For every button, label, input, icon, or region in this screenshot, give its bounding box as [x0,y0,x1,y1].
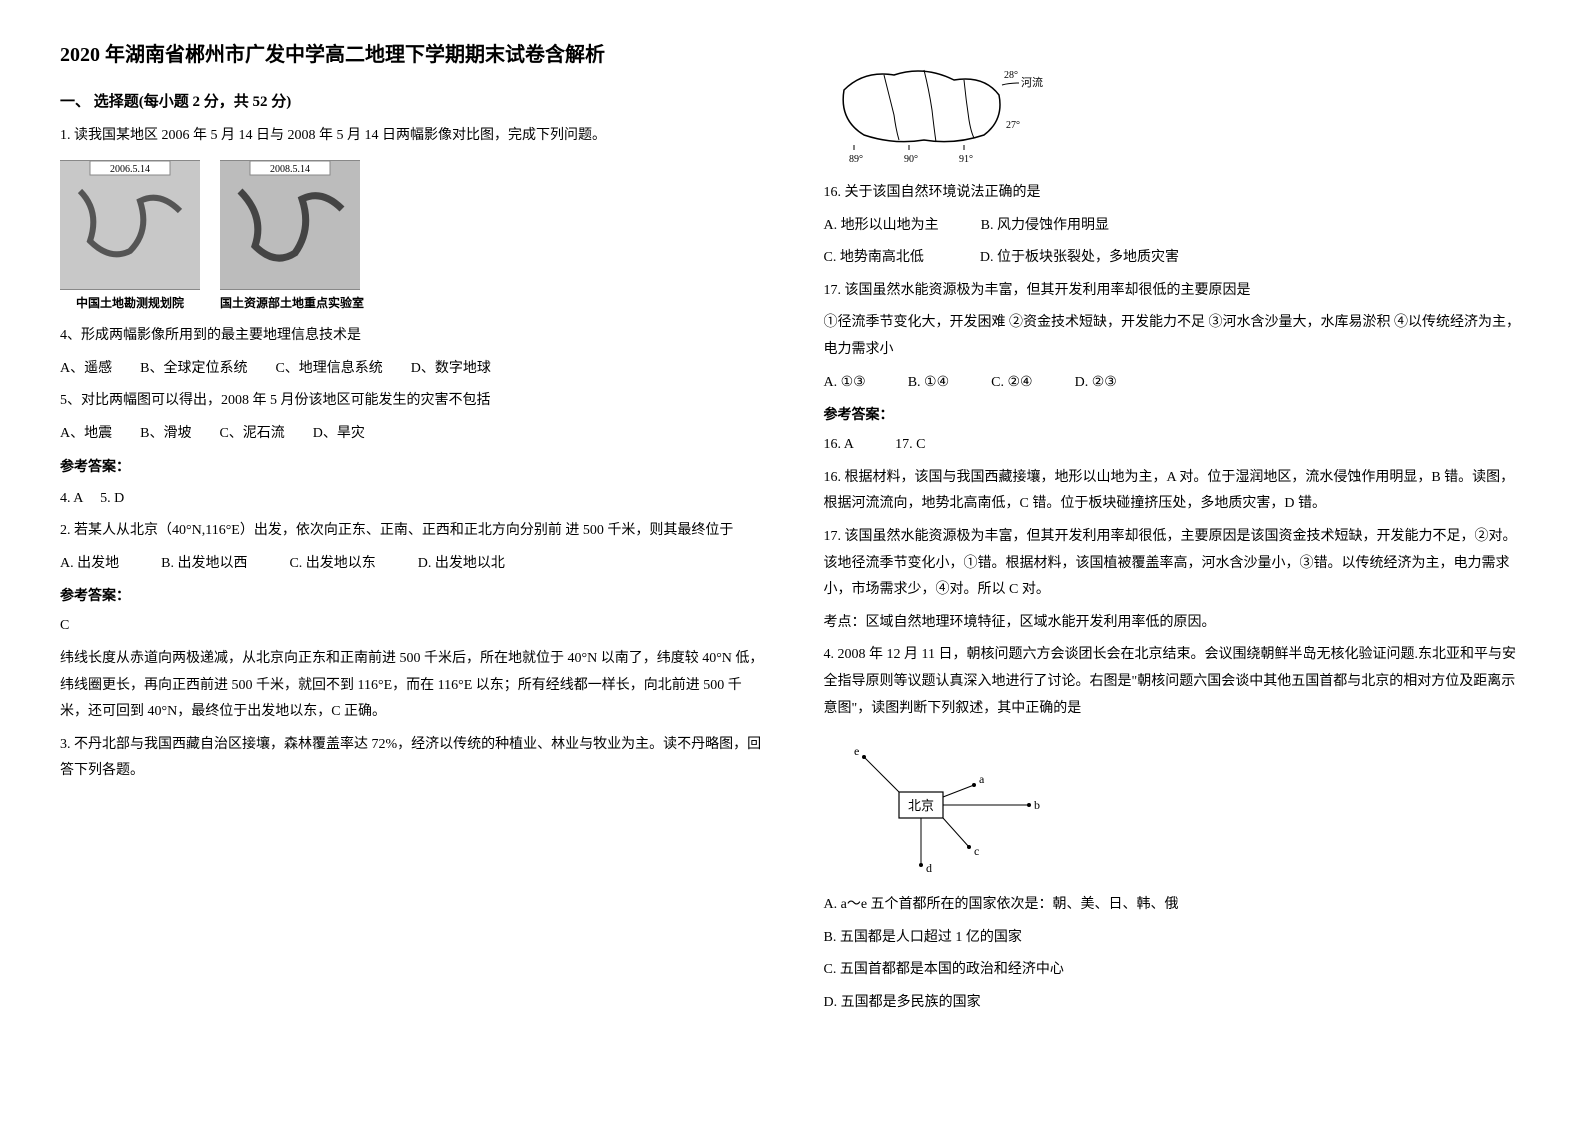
label-d: d [926,861,932,875]
q1-intro: 1. 读我国某地区 2006 年 5 月 14 日与 2008 年 5 月 14… [60,123,764,148]
q1-figure-2: 2008.5.14 [220,160,360,290]
q1-sub4-options: A、遥感 B、全球定位系统 C、地理信息系统 D、数字地球 [60,356,764,383]
map-lat28: 28° [1004,70,1018,81]
q1-fig1-caption: 中国土地勘测规划院 [60,294,200,311]
q3-exp16: 16. 根据材料，该国与我国西藏接壤，地形以山地为主，A 对。位于湿润地区，流水… [824,465,1528,518]
q2-answer-letter: C [60,613,764,640]
q4-sketch: 北京 e a b c d [844,737,1044,877]
q17-text: 17. 该国虽然水能资源极为丰富，但其开发利用率却很低的主要原因是 [824,278,1528,305]
map-lat27: 27° [1006,120,1020,131]
satellite-image-icon: 2008.5.14 [220,161,360,289]
q1-figure-1: 2006.5.14 [60,160,200,290]
q1-fig2-caption: 国土资源部土地重点实验室 [220,294,364,311]
section-heading: 一、 选择题(每小题 2 分，共 52 分) [60,90,764,111]
q3-intro: 3. 不丹北部与我国西藏自治区接壤，森林覆盖率达 72%，经济以传统的种植业、林… [60,732,764,785]
q4-opt-d: D. 五国都是多民族的国家 [824,990,1528,1017]
label-c: c [974,844,979,858]
fig1-date-label: 2006.5.14 [110,164,150,175]
q1-figure-1-wrapper: 2006.5.14 中国土地勘测规划院 [60,160,200,311]
q1-sub4: 4、形成两幅影像所用到的最主要地理信息技术是 [60,323,764,350]
q3-exp17: 17. 该国虽然水能资源极为丰富，但其开发利用率却很低，主要原因是该国资金技术短… [824,524,1528,604]
satellite-image-icon: 2006.5.14 [60,161,200,289]
exam-title: 2020 年湖南省郴州市广发中学高二地理下学期期末试卷含解析 [60,40,764,70]
q16-opts-b: C. 地势南高北低 D. 位于板块张裂处，多地质灾害 [824,245,1528,272]
label-a: a [979,772,985,786]
q2-options: A. 出发地 B. 出发地以西 C. 出发地以东 D. 出发地以北 [60,551,764,578]
q17-items: ①径流季节变化大，开发困难 ②资金技术短缺，开发能力不足 ③河水含沙量大，水库易… [824,310,1528,363]
q4-opt-c: C. 五国首都都是本国的政治和经济中心 [824,957,1528,984]
map-lon90: 90° [904,154,918,165]
fig2-date-label: 2008.5.14 [270,164,310,175]
left-column: 2020 年湖南省郴州市广发中学高二地理下学期期末试卷含解析 一、 选择题(每小… [60,40,764,1022]
map-river-label: 河流 [1021,75,1043,89]
beijing-label: 北京 [907,798,933,813]
q4-intro: 4. 2008 年 12 月 11 日，朝核问题六方会谈团长会在北京结束。会议围… [824,642,1528,722]
q2-answer-label: 参考答案： [60,585,764,605]
q1-answer: 4. A 5. D [60,486,764,513]
q2-explanation: 纬线长度从赤道向两极递减，从北京向正东和正南前进 500 千米后，所在地就位于 … [60,646,764,726]
q1-answer-label: 参考答案： [60,456,764,476]
bhutan-map-icon: 河流 28° 27° 89° 90° 91° [824,50,1044,170]
q4-opt-a: A. a～e 五个首都所在的国家依次是：朝、美、日、韩、俄 [824,892,1528,919]
beijing-direction-icon: 北京 e a b c d [844,737,1044,877]
q1-figure-2-wrapper: 2008.5.14 国土资源部土地重点实验室 [220,160,364,311]
q1-sub5-options: A、地震 B、滑坡 C、泥石流 D、旱灾 [60,421,764,448]
right-column: 河流 28° 27° 89° 90° 91° 16. 关于该国自然环境说法正确的… [824,40,1528,1022]
q3-exam-point: 考点：区域自然地理环境特征，区域水能开发利用率低的原因。 [824,610,1528,637]
q2-text: 2. 若某人从北京（40°N,116°E）出发，依次向正东、正南、正西和正北方向… [60,518,764,545]
q4-opt-b: B. 五国都是人口超过 1 亿的国家 [824,925,1528,952]
q1-figures: 2006.5.14 中国土地勘测规划院 2008.5.14 国土资源部土地重点实… [60,160,764,311]
label-e: e [854,744,859,758]
map-lon91: 91° [959,154,973,165]
q16-opts-a: A. 地形以山地为主 B. 风力侵蚀作用明显 [824,213,1528,240]
q16-text: 16. 关于该国自然环境说法正确的是 [824,180,1528,207]
q1-sub5: 5、对比两幅图可以得出，2008 年 5 月份该地区可能发生的灾害不包括 [60,388,764,415]
q3-answers: 16. A 17. C [824,432,1528,459]
page-container: 2020 年湖南省郴州市广发中学高二地理下学期期末试卷含解析 一、 选择题(每小… [60,40,1527,1022]
q3-answer-label: 参考答案： [824,404,1528,424]
q17-options: A. ①③ B. ①④ C. ②④ D. ②③ [824,370,1528,397]
map-lon89: 89° [849,154,863,165]
q3-map: 河流 28° 27° 89° 90° 91° [824,50,1044,170]
label-b: b [1034,798,1040,812]
